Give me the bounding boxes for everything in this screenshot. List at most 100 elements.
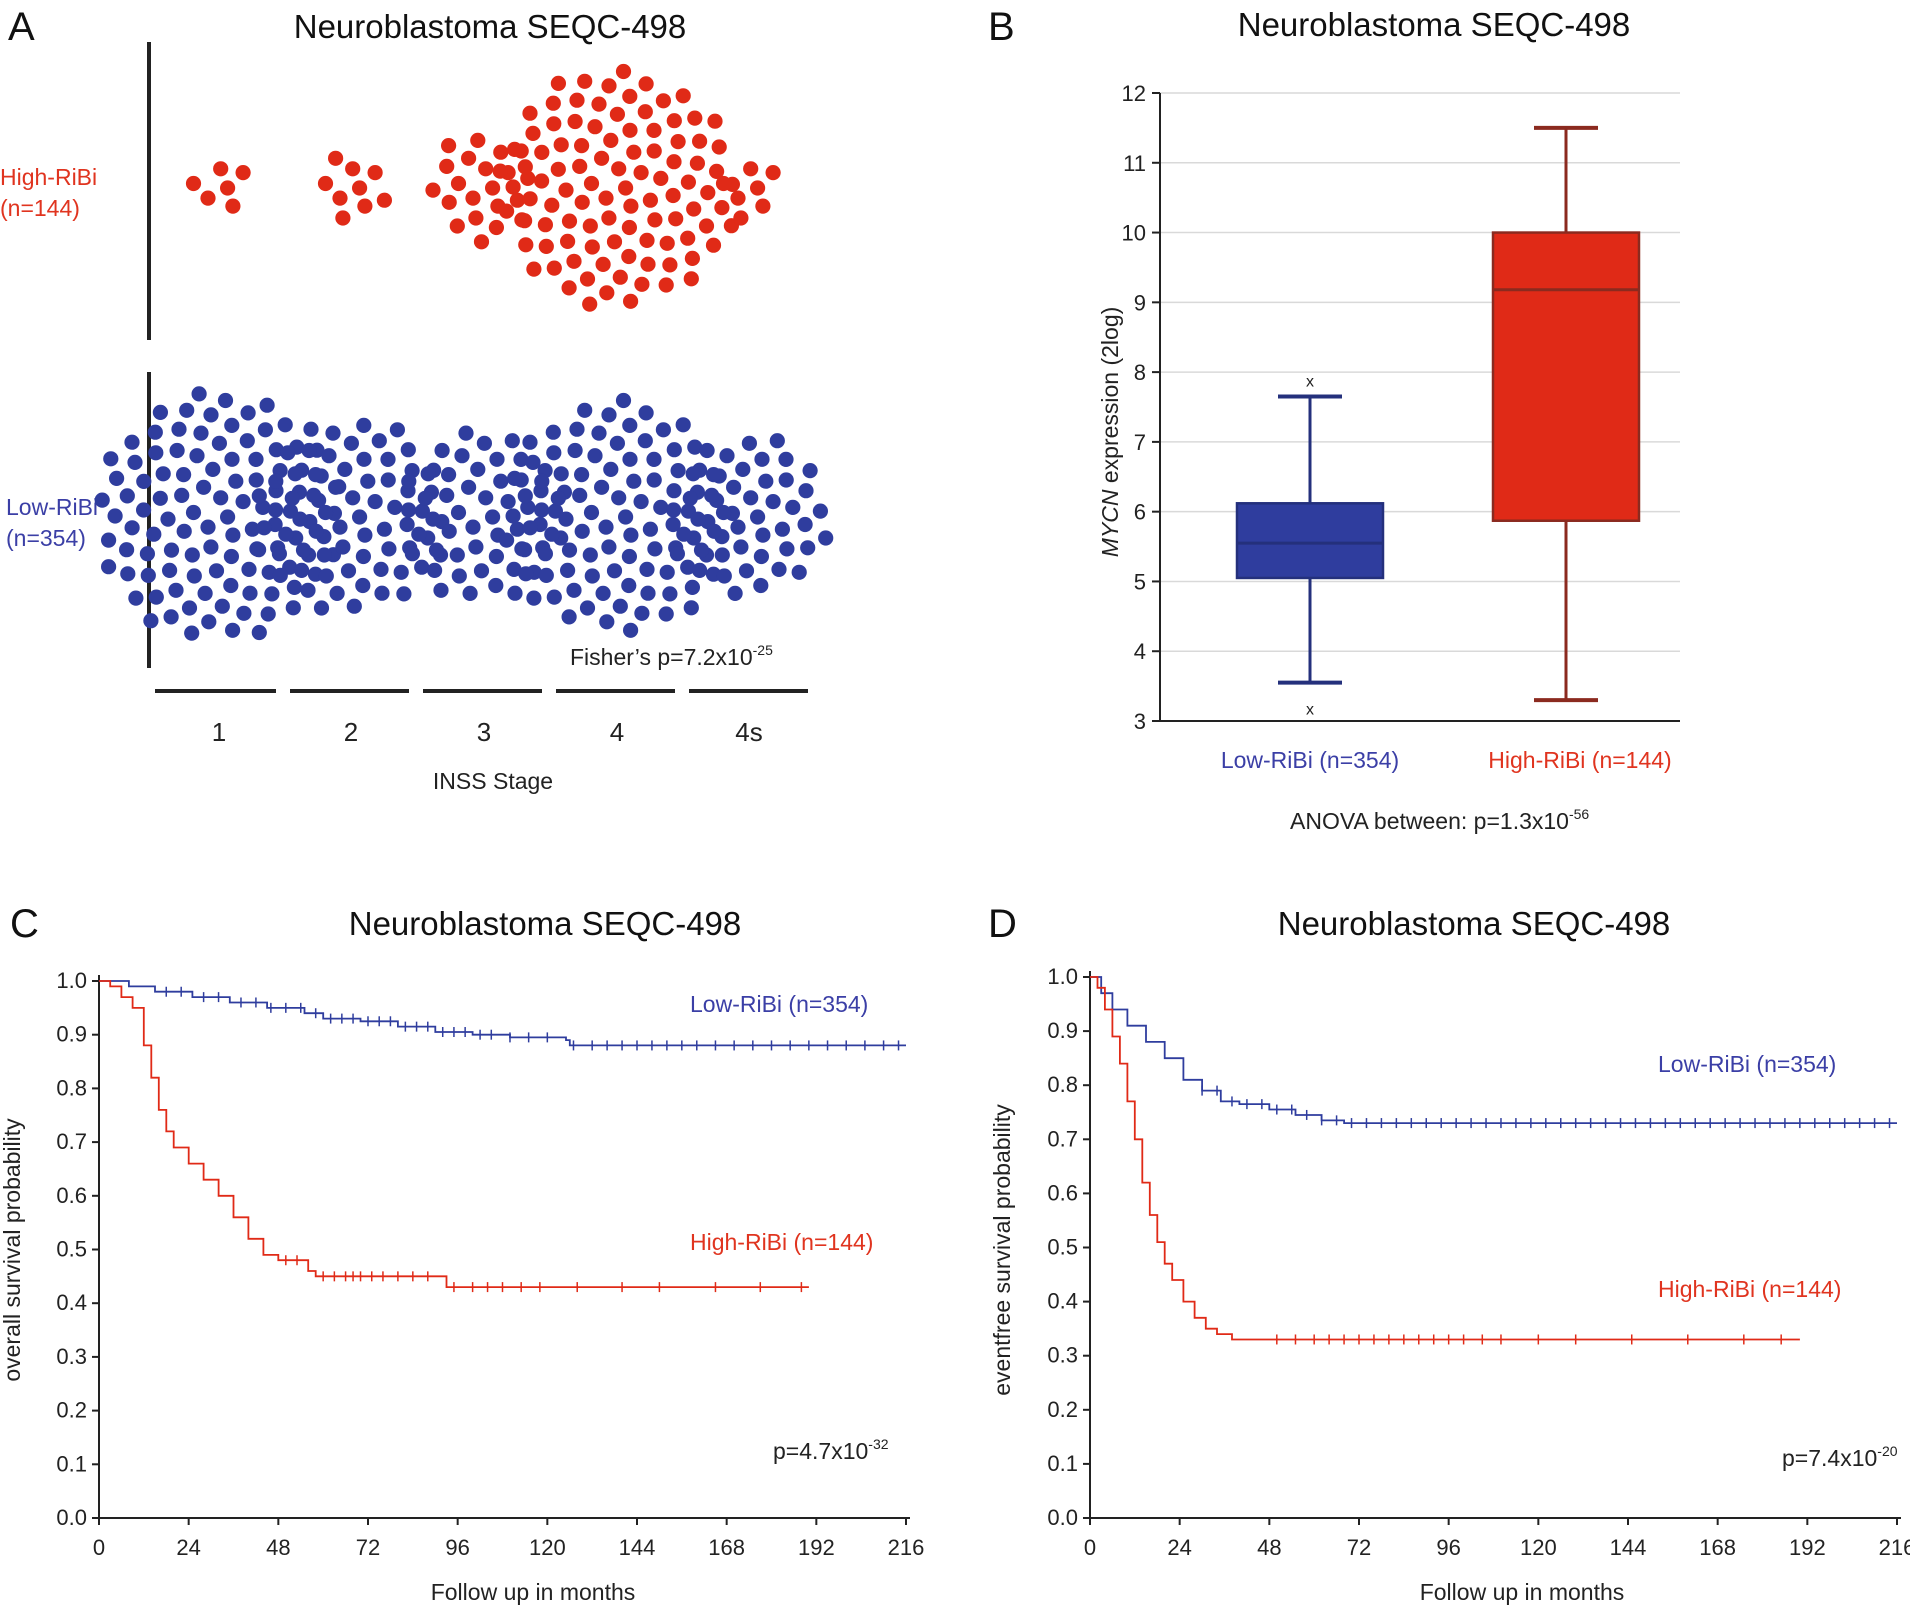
km-x-tick-label: 0 [1084, 1535, 1096, 1560]
km-y-tick-label: 0.2 [1047, 1397, 1078, 1422]
low-ribi-dot [662, 586, 678, 602]
low-ribi-dot [387, 499, 403, 515]
low-ribi-dot [318, 568, 334, 584]
high-ribi-dot [601, 210, 617, 226]
high-ribi-dot [461, 150, 477, 166]
low-ribi-dot [264, 586, 280, 602]
panel-d-letter: D [988, 902, 1017, 946]
low-ribi-dot [680, 559, 696, 575]
low-ribi-dot [818, 530, 834, 546]
km-y-tick-label: 0.4 [1047, 1289, 1078, 1314]
low-ribi-dot [174, 487, 190, 503]
high-ribi-dot [572, 158, 588, 174]
high-ribi-dot [468, 210, 484, 226]
high-ribi-dot [618, 180, 634, 196]
low-ribi-dot [168, 582, 184, 598]
high-ribi-dot [577, 73, 593, 89]
low-ribi-dot [465, 519, 481, 535]
low-ribi-dot [303, 421, 319, 437]
low-ribi-dot [287, 466, 303, 482]
panel-b-stat-prefix: ANOVA between: p=1.3x10 [1290, 808, 1569, 834]
low-ribi-dot [690, 511, 706, 527]
panel-c-stat-exp: -32 [868, 1436, 888, 1452]
panel-a-dots [94, 63, 834, 641]
low-ribi-dot [577, 402, 593, 418]
low-ribi-dot [499, 532, 515, 548]
low-ribi-dot [778, 472, 794, 488]
low-ribi-dot [152, 404, 168, 420]
panel-c-title: Neuroblastoma SEQC-498 [349, 905, 742, 942]
high-ribi-dot [357, 198, 373, 214]
km-y-tick-label: 1.0 [1047, 964, 1078, 989]
high-ribi-dot [621, 219, 638, 236]
low-ribi-dot [211, 435, 227, 451]
panel-a-stat-exp: -25 [753, 642, 773, 658]
high-ribi-dot [715, 175, 732, 192]
km-y-tick-label: 0.5 [1047, 1235, 1078, 1260]
low-ribi-dot [546, 589, 562, 605]
panel-b: B Neuroblastoma SEQC-498 3 4 5 6 7 8 9 10 11 12 x… [988, 5, 1680, 834]
high-ribi-dot [668, 211, 684, 227]
panel-d-stat-exp: -20 [1877, 1443, 1897, 1459]
low-ribi-dot [280, 445, 296, 461]
low-ribi-dot [485, 509, 501, 525]
low-ribi-dot [223, 548, 239, 565]
low-ribi-dot [193, 425, 209, 441]
low-ribi-dot [582, 547, 598, 563]
high-ribi-dot [686, 201, 702, 217]
low-ribi-dot [427, 562, 443, 579]
low-ribi-dot [171, 421, 187, 437]
low-ribi-dot [148, 589, 164, 605]
low-ribi-dot [140, 567, 156, 584]
low-ribi-dot [278, 526, 294, 542]
low-ribi-dot [124, 520, 140, 536]
low-ribi-dot [517, 488, 533, 504]
low-ribi-dot [373, 561, 389, 578]
low-ribi-dot [169, 442, 185, 459]
low-ribi-dot [220, 509, 236, 525]
high-ribi-dot [537, 217, 554, 233]
panel-a-low-n: (n=354) [6, 525, 86, 551]
km-x-tick-label: 216 [1879, 1535, 1910, 1560]
high-ribi-dot [733, 210, 749, 226]
high-ribi-dot [582, 218, 598, 234]
high-ribi-dot [517, 213, 533, 229]
low-ribi-dot [468, 539, 484, 555]
low-ribi-dot [184, 547, 200, 563]
high-ribi-dot [666, 113, 682, 129]
high-ribi-dot [639, 232, 655, 248]
km-y-tick-label: 0.7 [56, 1129, 87, 1154]
high-ribi-dot [335, 210, 351, 226]
low-ribi-dot [750, 509, 766, 525]
low-ribi-dot [534, 473, 550, 489]
low-ribi-dot [411, 526, 427, 542]
low-ribi-dot [546, 445, 562, 461]
low-ribi-dot [191, 386, 207, 402]
low-ribi-dot [148, 445, 164, 461]
km-x-tick-label: 168 [1699, 1535, 1736, 1560]
high-ribi-dot [574, 194, 590, 210]
low-ribi-dot [687, 439, 703, 455]
high-ribi-dot [520, 170, 536, 186]
panel-b-y-tick-label: 7 [1134, 430, 1146, 455]
high-ribi-dot [606, 234, 623, 250]
low-ribi-dot [396, 586, 412, 602]
low-ribi-dot [599, 614, 615, 630]
low-ribi-dot [553, 466, 569, 482]
low-ribi-dot [753, 577, 769, 594]
low-ribi-dot [704, 487, 720, 503]
high-ribi-dot [235, 165, 251, 181]
low-ribi-dot [346, 598, 362, 614]
low-ribi-dot [203, 407, 219, 423]
panel-b-boxes: x x Low-RiBi (n=354) High-RiBi (n=144) [1221, 125, 1672, 773]
low-ribi-dot [618, 509, 634, 525]
low-ribi-dot [400, 442, 416, 458]
high-ribi-dot [534, 173, 550, 189]
km-y-tick-label: 0.8 [1047, 1072, 1078, 1097]
high-ribi-dot [488, 219, 504, 236]
high-ribi-dot [599, 285, 615, 301]
high-ribi-dot [328, 150, 344, 166]
panel-b-y-tick-label: 12 [1122, 81, 1146, 106]
low-ribi-dot [684, 579, 701, 596]
